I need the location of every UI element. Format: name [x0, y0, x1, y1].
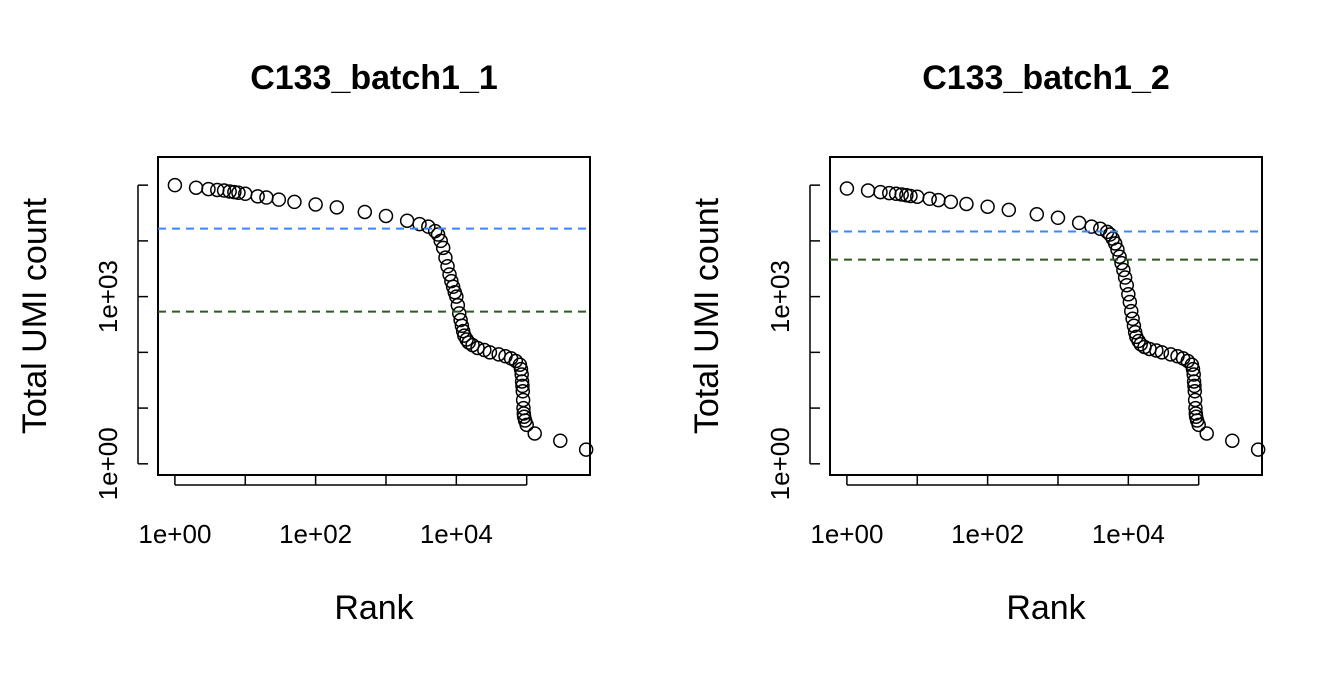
- data-point: [1191, 417, 1206, 433]
- data-point: [435, 240, 451, 256]
- data-point: [449, 289, 464, 304]
- data-point: [839, 181, 855, 196]
- data-point: [1084, 219, 1099, 234]
- data-point: [1186, 374, 1202, 389]
- data-point: [931, 192, 946, 208]
- data-point: [922, 191, 937, 207]
- y-axis-label: Total UMI count: [16, 197, 54, 434]
- data-point: [1112, 249, 1127, 264]
- data-point: [1187, 384, 1203, 399]
- data-point: [894, 187, 909, 202]
- data-point: [1187, 378, 1202, 394]
- plot-frame: [829, 156, 1263, 476]
- data-point: [216, 183, 232, 198]
- data-point: [399, 213, 415, 228]
- data-point: [444, 273, 459, 289]
- data-point: [1071, 215, 1087, 231]
- data-point: [1107, 236, 1123, 251]
- data-point: [1180, 353, 1196, 369]
- data-point: [482, 345, 498, 360]
- data-point: [860, 183, 876, 198]
- data-point: [514, 367, 529, 382]
- chart-title: C133_batch1_1: [250, 59, 498, 97]
- data-point: [514, 374, 530, 389]
- data-point: [470, 340, 485, 356]
- data-point: [308, 197, 323, 212]
- data-point: [287, 194, 302, 210]
- data-point: [445, 279, 461, 295]
- data-point: [959, 196, 974, 212]
- data-point: [1186, 367, 1201, 382]
- data-point: [1133, 336, 1148, 352]
- data-point: [888, 186, 904, 202]
- data-point: [167, 177, 183, 193]
- data-point: [440, 259, 455, 274]
- data-point: [433, 233, 448, 249]
- x-axis-label: Rank: [334, 589, 414, 627]
- x-tick-label: 1e+02: [951, 519, 1024, 549]
- y-tick-label: 1e+03: [93, 260, 123, 333]
- data-point: [271, 192, 287, 207]
- data-point: [519, 417, 534, 433]
- x-tick-label: 1e+04: [420, 519, 493, 549]
- data-point: [454, 318, 470, 334]
- data-point: [1029, 207, 1045, 222]
- data-point: [453, 312, 468, 328]
- data-point: [553, 433, 568, 448]
- y-tick-label: 1e+00: [765, 427, 795, 500]
- data-point: [1125, 311, 1140, 327]
- data-point: [201, 181, 216, 197]
- x-tick-label: 1e+02: [279, 519, 352, 549]
- data-point: [903, 188, 918, 204]
- data-point: [515, 384, 531, 399]
- data-point: [188, 180, 204, 195]
- data-point: [1050, 210, 1066, 226]
- data-point: [1154, 345, 1170, 360]
- data-point: [578, 442, 594, 457]
- data-point: [1121, 287, 1136, 302]
- data-point: [980, 199, 995, 214]
- data-point: [1122, 294, 1138, 310]
- data-point: [1117, 270, 1133, 285]
- x-tick-label: 1e+04: [1092, 519, 1165, 549]
- data-point: [527, 426, 542, 441]
- data-point: [378, 208, 394, 224]
- x-axis-label: Rank: [1006, 589, 1086, 627]
- data-point: [222, 184, 237, 199]
- data-point: [1126, 318, 1142, 334]
- data-point: [873, 184, 888, 200]
- data-point: [259, 190, 274, 205]
- data-point: [438, 250, 453, 265]
- data-point: [1114, 255, 1129, 271]
- y-axis-label: Total UMI count: [688, 197, 726, 434]
- data-point: [1110, 242, 1125, 257]
- data-point: [1123, 303, 1139, 319]
- data-point: [412, 216, 427, 232]
- data-point: [329, 200, 345, 215]
- data-point: [1119, 277, 1135, 293]
- data-point: [943, 194, 959, 210]
- x-tick-label: 1e+00: [138, 519, 211, 549]
- chart-title: C133_batch1_2: [922, 59, 1170, 97]
- plot-frame: [157, 156, 591, 476]
- data-point: [1199, 426, 1214, 441]
- data-point: [1116, 262, 1131, 278]
- data-point: [1001, 202, 1017, 218]
- x-tick-label: 1e+00: [810, 519, 883, 549]
- y-tick-label: 1e+00: [93, 427, 123, 500]
- data-point: [1250, 442, 1266, 457]
- data-point: [357, 204, 373, 220]
- data-point: [250, 189, 265, 204]
- data-point: [1102, 227, 1118, 242]
- y-tick-label: 1e+03: [765, 260, 795, 333]
- data-point: [515, 378, 530, 394]
- data-point: [231, 185, 246, 201]
- data-point: [1225, 433, 1240, 448]
- data-point: [508, 353, 524, 369]
